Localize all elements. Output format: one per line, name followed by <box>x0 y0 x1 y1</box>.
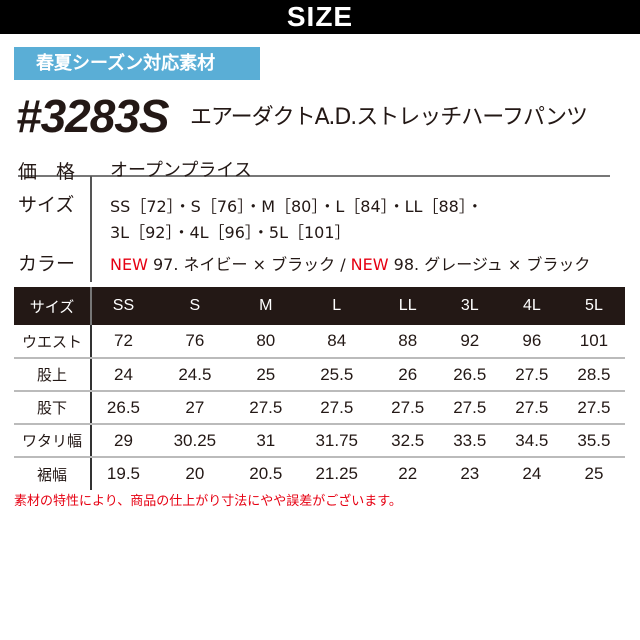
table-row: 裾幅 19.5 20 20.5 21.25 22 23 24 25 <box>14 457 625 490</box>
table-cell: 101 <box>562 325 625 359</box>
table-cell: 19.5 <box>106 464 141 483</box>
row-label: ワタリ幅 <box>14 424 92 458</box>
table-cell: 25 <box>234 358 297 392</box>
table-cell: 27.5 <box>500 391 563 425</box>
table-cell: 26.5 <box>438 358 501 392</box>
column-header: LL <box>376 287 439 325</box>
row-label: 股下 <box>14 391 92 425</box>
product-name: エアーダクトA.D.ストレッチハーフパンツ <box>190 105 588 130</box>
table-cell: 31.75 <box>296 424 377 458</box>
color-label: カラー <box>18 253 76 275</box>
table-cell: 28.5 <box>562 358 625 392</box>
row-label: 裾幅 <box>14 457 92 490</box>
table-cell: 29 <box>91 424 155 458</box>
table-cell: 24 <box>522 464 542 483</box>
column-header: L <box>296 287 377 325</box>
color-values: NEW 97. ネイビー × ブラック / NEW 98. グレージュ × ブラ… <box>110 254 590 276</box>
color-1: 97. ネイビー × ブラック / <box>147 255 351 274</box>
sizes-line1: SS［72］・S［76］・M［80］・L［84］・LL［88］・ <box>110 197 483 216</box>
table-cell: 22 <box>398 464 418 483</box>
column-header: SS <box>91 287 155 325</box>
table-cell: 20.5 <box>249 464 283 483</box>
season-badge: 春夏シーズン対応素材 <box>14 47 260 80</box>
table-cell: 27.5 <box>234 391 297 425</box>
size-table: サイズ SS S M L LL 3L 4L 5L ウエスト 72 76 80 84 88 92 96 101 股上… <box>14 287 625 490</box>
price-value: オープンプライス <box>110 160 252 181</box>
table-cell: 27.5 <box>500 358 563 392</box>
table-cell: 27.5 <box>562 391 625 425</box>
table-cell: 72 <box>91 325 155 359</box>
column-header: M <box>234 287 297 325</box>
table-cell: 23 <box>460 464 480 483</box>
table-cell: 88 <box>376 325 439 359</box>
sizes-line2: 3L［92］・4L［96］・5L［101］ <box>110 223 351 242</box>
new-tag: NEW <box>350 255 389 274</box>
divider-vertical <box>90 176 92 282</box>
table-cell: 27 <box>154 391 235 425</box>
table-cell: 33.5 <box>438 424 501 458</box>
table-cell: 26 <box>376 358 439 392</box>
table-cell: 27.5 <box>376 391 439 425</box>
table-row: ワタリ幅 29 30.25 31 31.75 32.5 33.5 34.5 35.5 <box>14 424 625 458</box>
table-cell: 25 <box>584 464 604 483</box>
table-cell: 31 <box>234 424 297 458</box>
table-cell: 30.25 <box>154 424 235 458</box>
column-header: 5L <box>562 287 625 325</box>
new-tag: NEW <box>110 255 148 274</box>
table-cell: 76 <box>154 325 235 359</box>
table-row: 股上 24 24.5 25 25.5 26 26.5 27.5 28.5 <box>14 358 625 392</box>
column-header: S <box>154 287 235 325</box>
product-number: #3283S <box>16 90 170 142</box>
table-cell: 27.5 <box>296 391 377 425</box>
column-header: 4L <box>500 287 563 325</box>
row-label: ウエスト <box>14 325 92 359</box>
table-cell: 80 <box>234 325 297 359</box>
table-cell: 20 <box>185 464 205 483</box>
table-row: 股下 26.5 27 27.5 27.5 27.5 27.5 27.5 27.5 <box>14 391 625 425</box>
table-row: ウエスト 72 76 80 84 88 92 96 101 <box>14 325 625 359</box>
size-header: SIZE <box>0 0 640 34</box>
table-cell: 32.5 <box>376 424 439 458</box>
row-label: 股上 <box>14 358 92 392</box>
disclaimer-note: 素材の特性により、商品の仕上がり寸法にやや誤差がございます。 <box>14 494 402 509</box>
size-label: サイズ <box>18 194 75 216</box>
table-cell: 26.5 <box>91 391 155 425</box>
divider <box>18 175 610 177</box>
table-cell: 24 <box>91 358 155 392</box>
table-cell: 27.5 <box>438 391 501 425</box>
table-cell: 21.25 <box>315 464 359 483</box>
column-header: サイズ <box>14 287 92 325</box>
table-cell: 34.5 <box>500 424 563 458</box>
column-header: 3L <box>438 287 501 325</box>
table-cell: 96 <box>500 325 563 359</box>
price-label: 価 格 <box>18 161 76 183</box>
color-2: 98. グレージュ × ブラック <box>388 255 591 274</box>
table-cell: 84 <box>296 325 377 359</box>
table-cell: 35.5 <box>562 424 625 458</box>
table-cell: 92 <box>438 325 501 359</box>
table-cell: 25.5 <box>296 358 377 392</box>
table-cell: 24.5 <box>154 358 235 392</box>
